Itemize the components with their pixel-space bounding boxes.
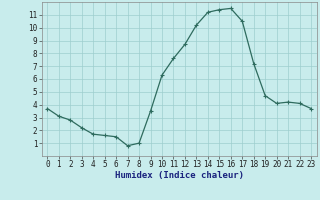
X-axis label: Humidex (Indice chaleur): Humidex (Indice chaleur) xyxy=(115,171,244,180)
